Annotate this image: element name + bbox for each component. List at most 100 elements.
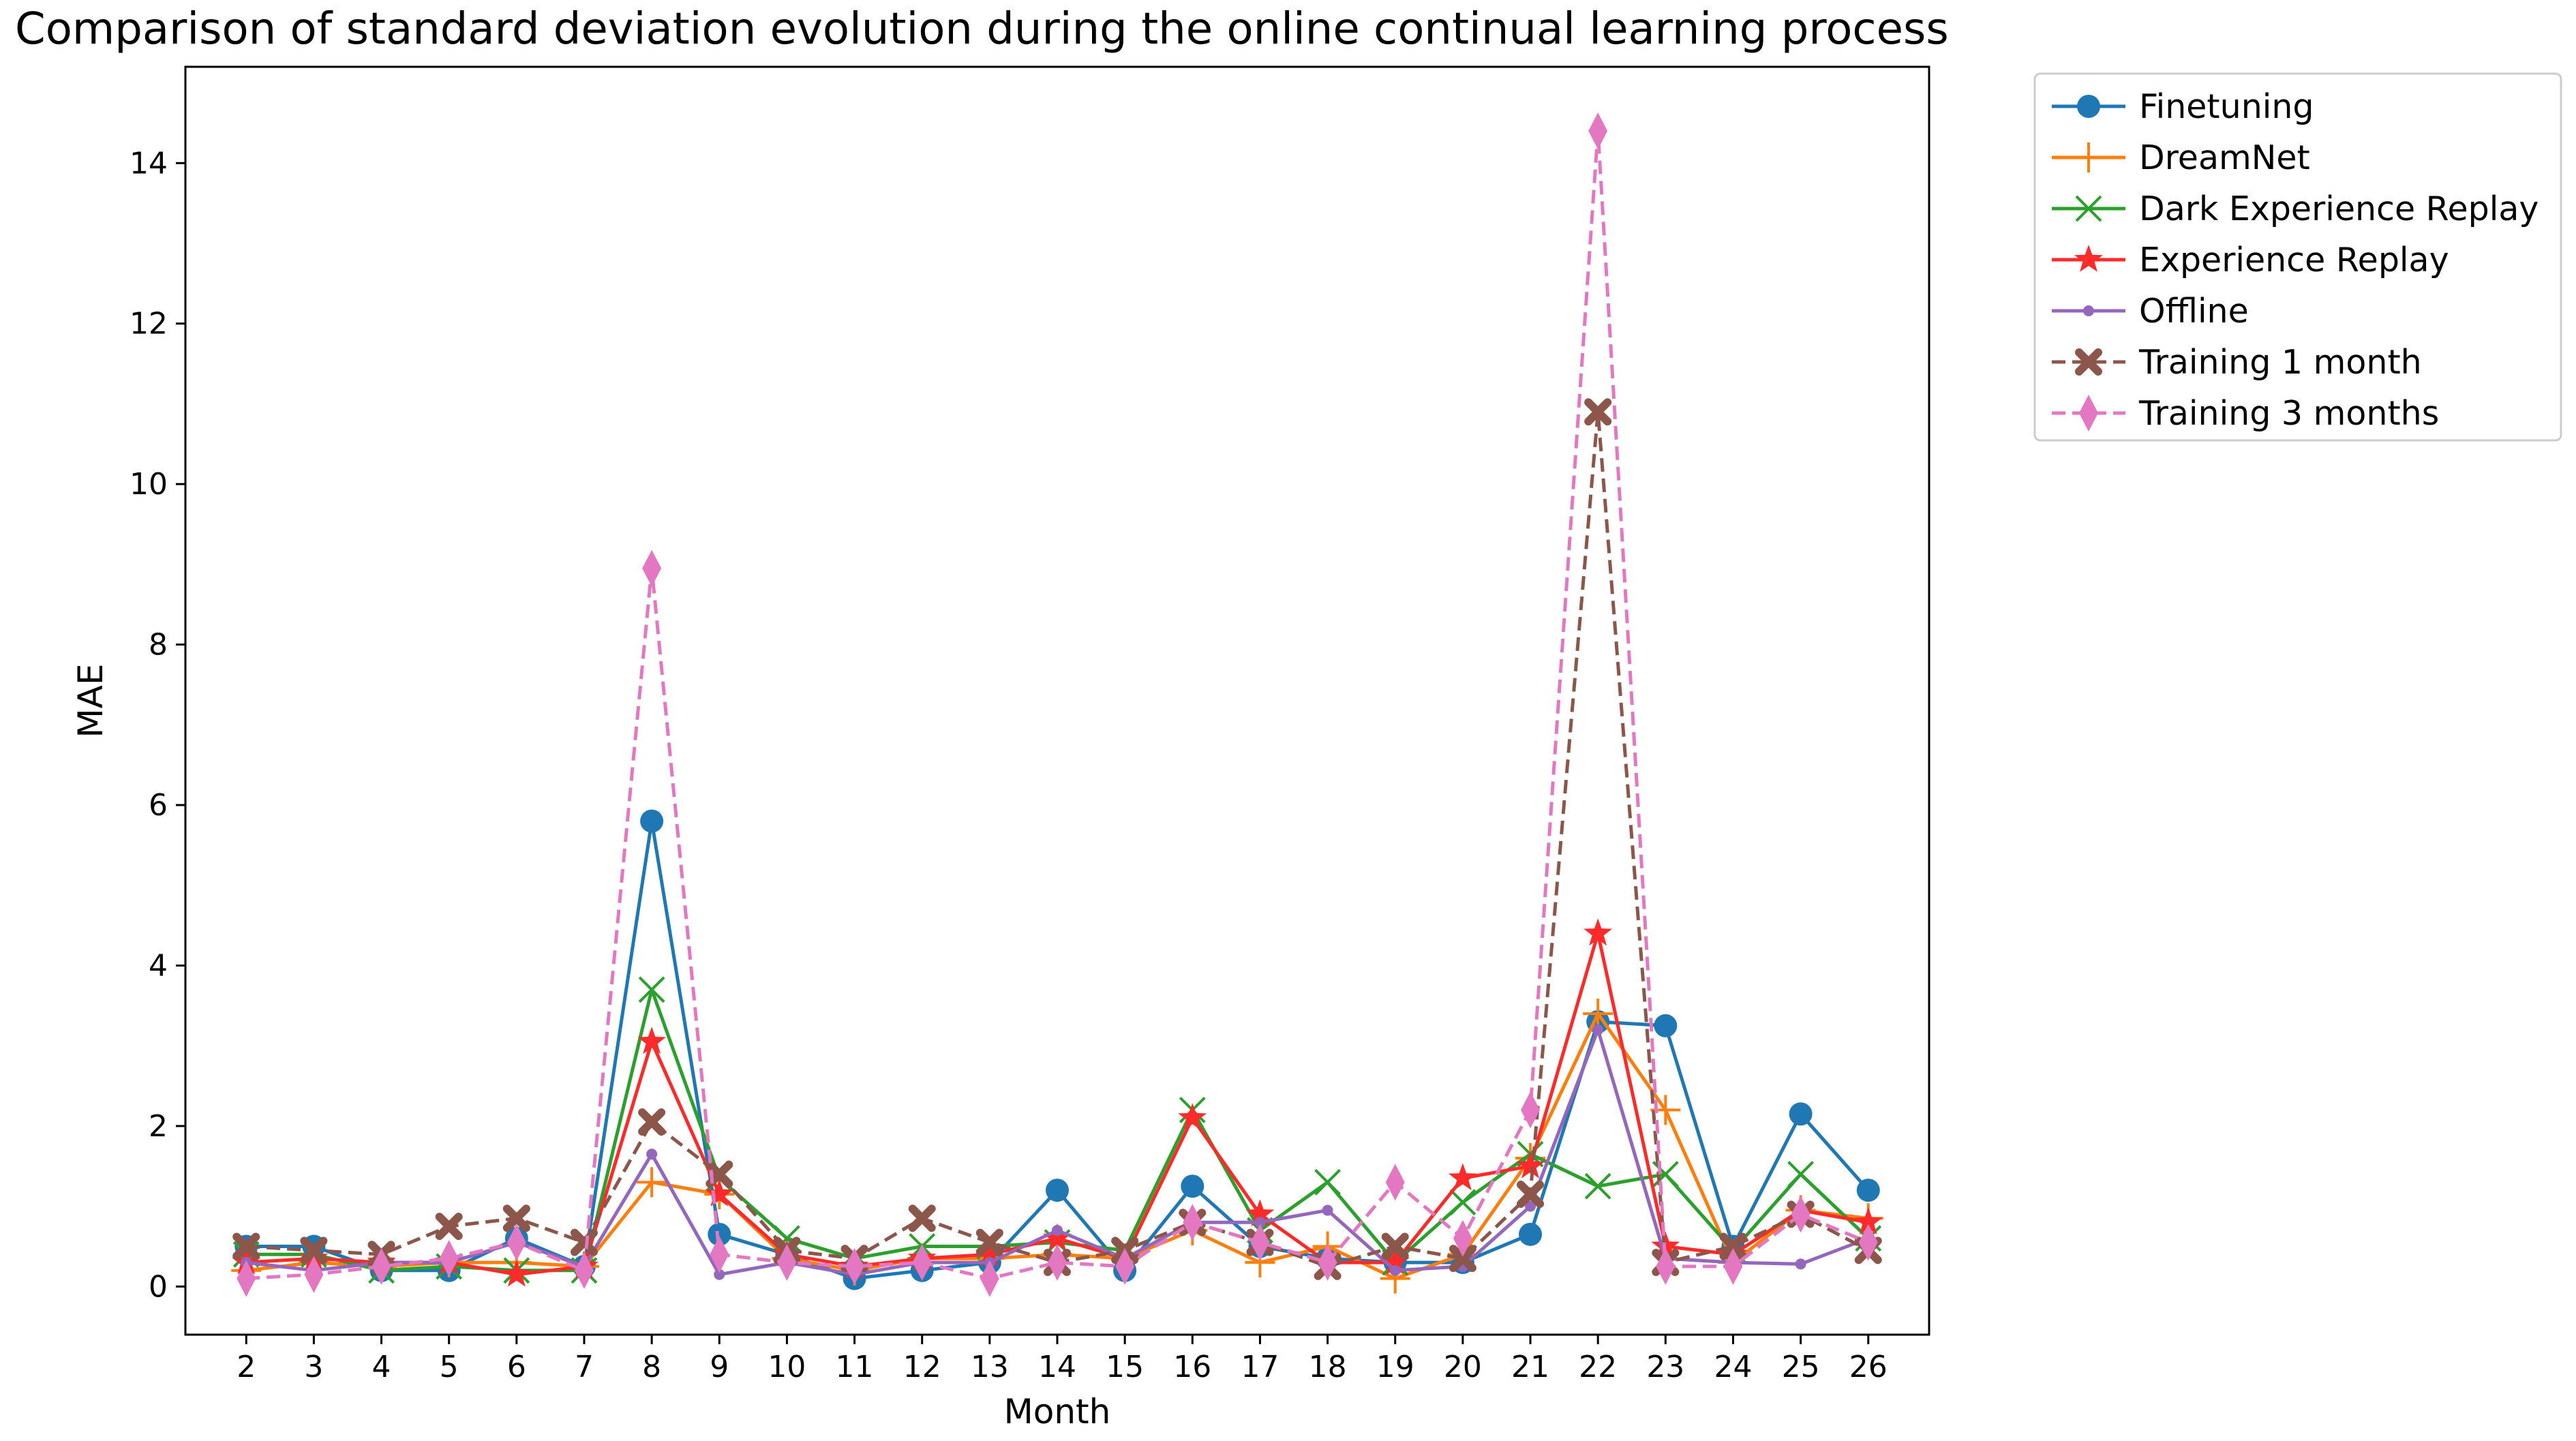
data-point [1652,1161,1679,1187]
data-point [1048,1244,1067,1281]
data-point [1453,1219,1472,1257]
data-point [637,1027,666,1055]
data-point [1178,1103,1207,1130]
y-tick-label: 6 [149,788,168,823]
data-point [1046,1179,1069,1202]
data-point [1449,1163,1477,1191]
legend-item-dreamnet: DreamNet [2052,138,2310,177]
data-point [1389,1264,1401,1276]
data-point [1723,1247,1743,1285]
data-point [642,549,662,587]
x-tick-label: 26 [1849,1350,1888,1384]
data-point [1592,1024,1604,1035]
data-point [1115,1247,1135,1285]
x-tick-label: 3 [304,1350,323,1384]
data-point [372,1247,391,1285]
legend-label: Offline [2139,292,2249,331]
data-point [1043,1223,1072,1251]
x-tick-label: 18 [1309,1350,1347,1384]
data-point [237,1260,256,1297]
x-tick-label: 15 [1106,1350,1144,1384]
data-point [1656,1247,1676,1285]
legend: Finetuning DreamNet Dark Experience Replay… [2033,72,2562,442]
data-point [502,1259,531,1287]
x-tick-label: 17 [1241,1350,1279,1384]
data-point [1858,1224,1878,1261]
y-tick-label: 10 [130,467,168,502]
x-tick-label: 6 [507,1350,526,1384]
data-point [300,1237,328,1264]
data-point [1449,1245,1476,1273]
data-point [640,809,664,833]
data-point [1719,1232,1747,1260]
x-tick-label: 21 [1511,1350,1549,1384]
data-point [1516,1151,1545,1179]
y-tick-label: 8 [149,628,168,663]
legend-item-finetuning: Finetuning [2052,87,2314,126]
y-tick-label: 12 [130,307,168,342]
data-point [1856,1179,1880,1202]
data-point [2074,245,2103,272]
data-point [502,1204,530,1232]
data-point [1588,112,1608,150]
x-tick-label: 11 [836,1350,874,1384]
legend-label: Training 1 month [2138,343,2422,382]
data-point [2083,305,2094,316]
x-tick-label: 9 [710,1350,729,1384]
data-point [1380,1247,1410,1275]
data-point [1052,1224,1063,1236]
x-tick-label: 25 [1782,1350,1820,1384]
x-tick-label: 4 [372,1350,391,1384]
data-point [1519,1222,1543,1246]
data-point [439,1240,459,1277]
data-point [1318,1244,1337,1281]
data-point [1254,1217,1266,1228]
y-tick-label: 2 [149,1109,168,1144]
data-point [975,1239,1004,1267]
data-point [1584,918,1613,946]
data-point [2077,95,2100,118]
x-tick-label: 12 [903,1350,941,1384]
data-point [435,1213,463,1241]
data-point [1381,1232,1409,1260]
legend-label: Experience Replay [2139,241,2449,279]
data-point [1654,1014,1678,1037]
legend-label: Finetuning [2139,87,2314,126]
legend-item-offline: Offline [2052,292,2249,331]
y-axis: 0 2 4 6 8 10 12 14 [130,146,185,1304]
x-tick-label: 13 [971,1350,1009,1384]
data-point [975,1228,1003,1256]
data-point [1322,1204,1333,1216]
x-tick-label: 16 [1173,1350,1211,1384]
legend-label: Dark Experience Replay [2139,189,2539,228]
data-point [574,1252,594,1289]
data-point [638,1108,666,1136]
data-point [646,1149,658,1160]
data-point [1787,1161,1815,1187]
legend-frame [2033,72,2562,442]
data-point [2079,395,2098,431]
data-point [2074,142,2104,172]
x-tick-label: 10 [768,1350,806,1384]
x-tick-label: 23 [1646,1350,1684,1384]
x-tick-label: 8 [642,1350,661,1384]
data-point [1314,1168,1342,1196]
legend-item-training-1-month: Training 1 month [2052,343,2422,382]
x-axis: 2 3 4 5 6 7 8 9 10 11 12 13 14 15 16 17 18 19 20 21 22 23 24 25… [237,1335,1888,1384]
data-point [705,1179,734,1207]
legend-item-experience-replay: Experience Replay [2052,241,2449,279]
data-point [638,976,665,1003]
series-layer [231,112,1883,1297]
data-point [1583,999,1613,1029]
data-point [1245,1199,1275,1227]
chart-title: Comparison of standard deviation evoluti… [15,4,1949,55]
x-tick-label: 19 [1376,1350,1414,1384]
data-point [1584,1172,1611,1200]
y-tick-label: 14 [130,146,168,181]
x-tick-label: 14 [1038,1350,1076,1384]
data-point [708,1222,731,1246]
data-point [1521,1091,1541,1129]
x-tick-label: 2 [237,1350,256,1384]
legend-label: DreamNet [2139,138,2310,177]
